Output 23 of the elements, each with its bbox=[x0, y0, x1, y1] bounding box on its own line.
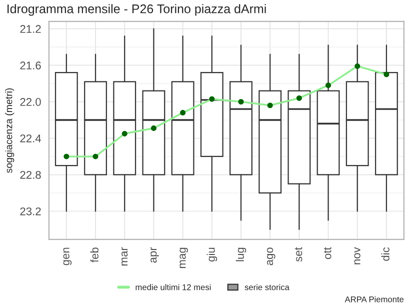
x-tick-label: giu bbox=[206, 248, 218, 262]
x-tick-label: lug bbox=[236, 248, 246, 262]
legend-label: serie storica bbox=[244, 284, 290, 290]
x-tick-label: gen bbox=[63, 248, 72, 266]
y-tick-label: 22.8 bbox=[20, 170, 41, 179]
y-tick-label: 23.2 bbox=[20, 207, 41, 216]
x-tick-label: ago bbox=[266, 248, 276, 266]
x-tick-label: mag bbox=[180, 248, 188, 268]
x-tick-label: apr bbox=[150, 247, 159, 263]
x-tick-label: dic bbox=[381, 247, 390, 261]
y-tick-label: 21.2 bbox=[20, 25, 41, 33]
x-tick-label: nov bbox=[354, 247, 360, 264]
text: ARPA Piemonte bbox=[344, 296, 404, 302]
x-tick-label: mar bbox=[122, 247, 128, 266]
x-tick-label: feb bbox=[90, 248, 98, 262]
x-tick-label: ott bbox=[324, 247, 332, 259]
chart-title: Idrogramma mensile - P26 Torino piazza dArmi bbox=[8, 4, 266, 16]
y-tick-label: 22.4 bbox=[20, 134, 41, 142]
y-axis-title: soggiacenza (metri) bbox=[5, 88, 14, 173]
legend-label: medie ultimi 12 mesi bbox=[136, 284, 211, 290]
y-tick-label: 22.0 bbox=[20, 98, 41, 106]
x-tick-label: set bbox=[294, 247, 302, 262]
y-tick-label: 21.6 bbox=[20, 62, 41, 70]
